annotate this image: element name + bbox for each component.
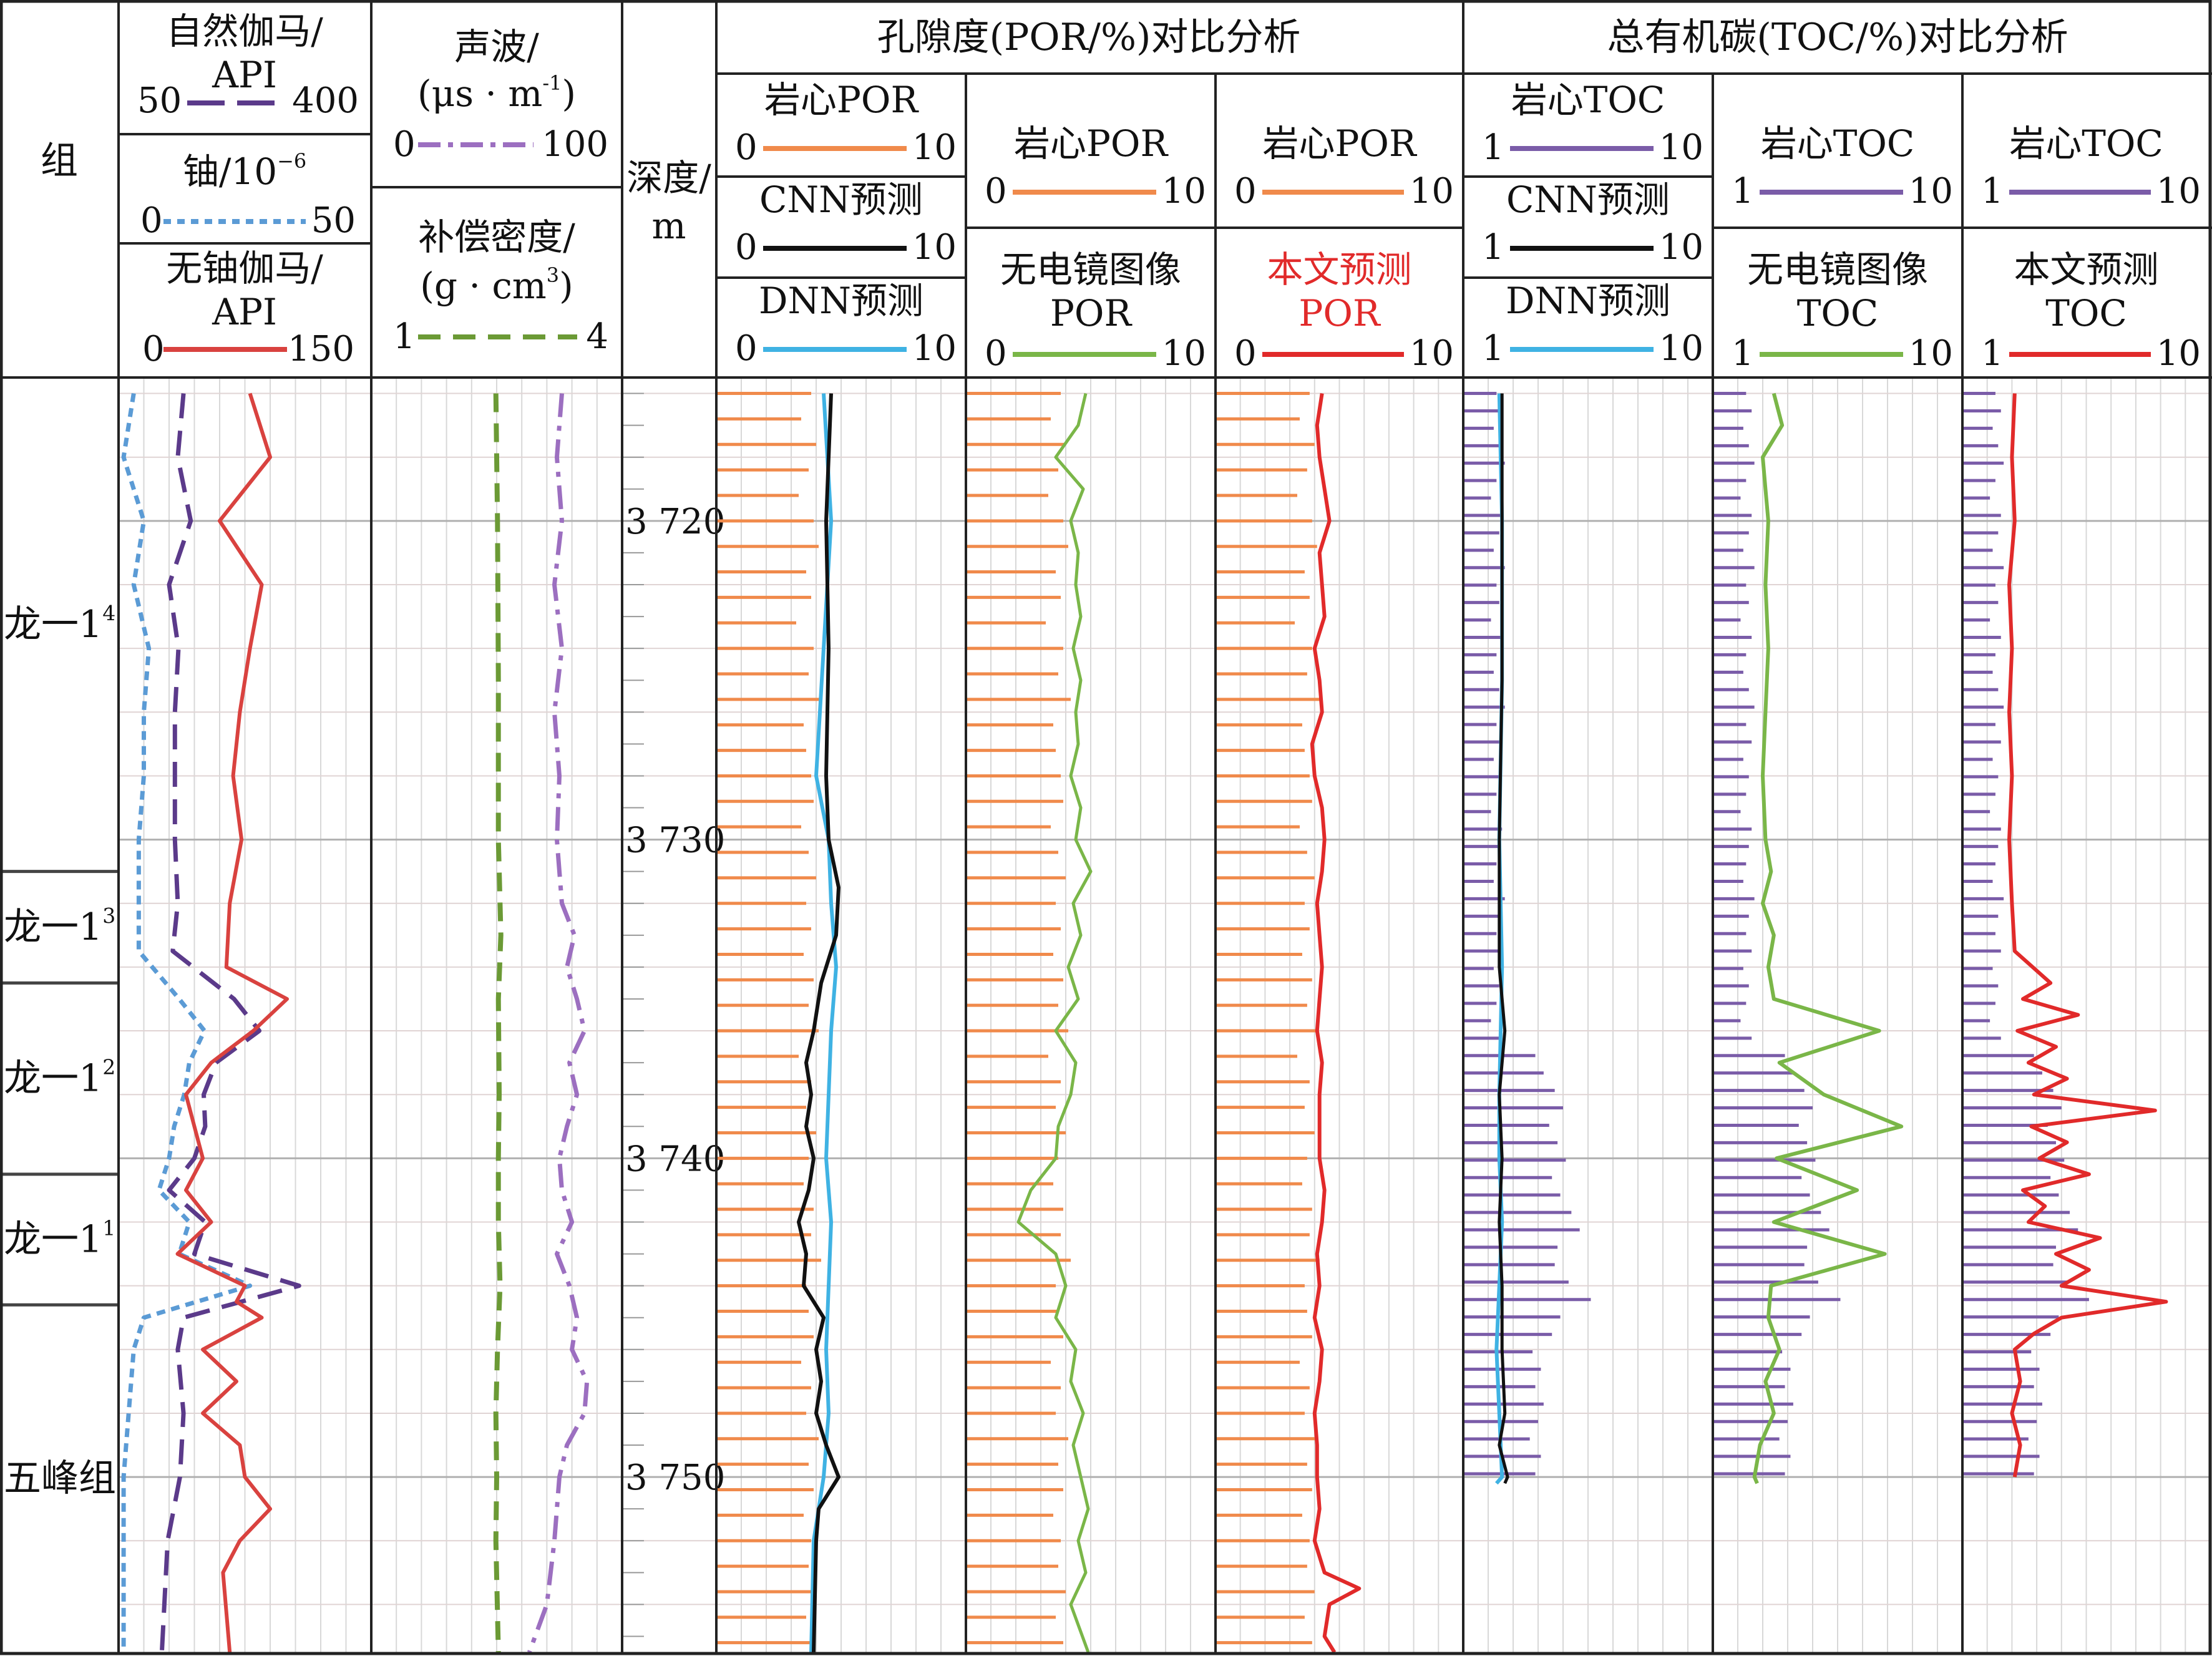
toc_noimg-curve: [1752, 392, 1904, 1484]
den-label-unit: (g · cm3): [420, 263, 573, 307]
depth-tick-label: 3 730: [625, 821, 725, 861]
q2-pred-min: 1: [1732, 333, 1754, 374]
q2-pred-label: 无电镜图像: [1747, 248, 1928, 291]
q2-pred-max: 10: [1909, 333, 1953, 374]
p1-cnn-max: 10: [912, 227, 957, 268]
zone-label: 龙一11: [4, 1216, 115, 1262]
gr-curve: [159, 393, 301, 1653]
toc_cnn-curve: [1498, 393, 1509, 1484]
u-curve: [121, 392, 253, 1652]
q1-dnn-min: 1: [1482, 328, 1504, 369]
por-group-title: 孔隙度(POR/%)对比分析: [877, 16, 1301, 59]
q3-pred-label: 本文预测: [2014, 248, 2158, 291]
p1-dnn-max: 10: [912, 328, 957, 369]
p2-pred-label: 无电镜图像: [1000, 248, 1181, 291]
q2-core-label: 岩心TOC: [1761, 122, 1915, 165]
p2-pred-max: 10: [1162, 333, 1206, 374]
q3-core-min: 1: [1981, 171, 2004, 212]
toc_ours-curve: [2007, 393, 2168, 1478]
kth-min: 0: [142, 329, 165, 369]
p3-core-label: 岩心POR: [1262, 122, 1418, 165]
q1-cnn-label: CNN预测: [1506, 178, 1670, 221]
p1-core-label: 岩心POR: [764, 79, 920, 121]
q2-core-min: 1: [1732, 171, 1754, 212]
den-min: 1: [393, 316, 416, 357]
p3-pred-label: 本文预测: [1267, 248, 1411, 291]
q1-cnn-max: 10: [1659, 227, 1703, 268]
den-label: 补偿密度/: [418, 216, 575, 258]
depth-header-unit: m: [652, 205, 686, 247]
p3-core-min: 0: [1234, 171, 1257, 212]
p2-core-min: 0: [985, 171, 1007, 212]
q2-core-max: 10: [1909, 171, 1953, 212]
q1-dnn-max: 10: [1659, 328, 1703, 369]
p3-pred-max: 10: [1410, 333, 1454, 374]
ac-curve: [527, 393, 590, 1654]
u-label: 铀/10−6: [183, 149, 306, 193]
p1-cnn-label: CNN预测: [759, 178, 923, 221]
zone-label: 五峰组: [4, 1457, 116, 1501]
p3-core-max: 10: [1410, 171, 1454, 212]
ac-max: 100: [542, 124, 608, 165]
q3-pred-min: 1: [1981, 333, 2004, 374]
ac-label: 声波/: [454, 26, 539, 68]
p1-dnn-label: DNN预测: [759, 280, 923, 322]
gr-min: 50: [137, 80, 182, 121]
q3-pred-max: 10: [2156, 333, 2201, 374]
q2-pred-label-2: TOC: [1797, 292, 1879, 334]
p2-pred-min: 0: [985, 333, 1007, 374]
zone-header: 组: [41, 139, 78, 183]
ac-label-unit: (μs · m-1): [417, 71, 576, 115]
p2-pred-label-2: POR: [1050, 292, 1133, 334]
den-curve: [493, 393, 504, 1653]
por_cnn-curve: [797, 393, 840, 1653]
q1-dnn-label: DNN预测: [1506, 280, 1670, 322]
kth-label-unit: API: [212, 291, 277, 333]
p1-core-max: 10: [912, 127, 957, 168]
toc-group-title: 总有机碳(TOC/%)对比分析: [1607, 16, 2068, 59]
por_dnn-curve: [809, 393, 838, 1653]
zone-label: 龙一14: [4, 601, 115, 646]
gr-max: 400: [292, 80, 359, 121]
q3-pred-label-2: TOC: [2045, 292, 2127, 334]
gr-label-unit: API: [212, 54, 277, 96]
q1-core-label: 岩心TOC: [1511, 79, 1665, 121]
kth-curve: [175, 392, 289, 1653]
p3-pred-min: 0: [1234, 333, 1257, 374]
kth-label: 无铀伽马/: [166, 247, 323, 290]
depth-tick-label: 3 750: [625, 1458, 725, 1498]
p3-pred-label-2: POR: [1298, 292, 1381, 334]
u-max: 50: [311, 200, 356, 241]
den-max: 4: [586, 316, 608, 357]
p2-core-label: 岩心POR: [1014, 122, 1169, 165]
q1-cnn-min: 1: [1482, 227, 1504, 268]
por_noimg-curve: [1016, 392, 1093, 1653]
ac-min: 0: [393, 124, 416, 165]
zone-label: 龙一12: [4, 1055, 115, 1101]
depth-header: 深度/: [626, 157, 711, 199]
p2-core-max: 10: [1162, 171, 1206, 212]
p1-cnn-min: 0: [735, 227, 758, 268]
q3-core-label: 岩心TOC: [2009, 122, 2163, 165]
q1-core-min: 1: [1482, 127, 1504, 168]
gr-label: 自然伽马/: [166, 10, 323, 52]
kth-max: 150: [288, 329, 354, 369]
depth-tick-label: 3 720: [625, 502, 725, 542]
zone-label: 龙一13: [4, 903, 115, 949]
por_ours-curve: [1310, 393, 1362, 1654]
p1-dnn-min: 0: [735, 328, 758, 369]
u-min: 0: [140, 200, 163, 241]
q3-core-max: 10: [2156, 171, 2201, 212]
q1-core-max: 10: [1659, 127, 1703, 168]
p1-core-min: 0: [735, 127, 758, 168]
depth-tick-label: 3 740: [625, 1139, 725, 1179]
